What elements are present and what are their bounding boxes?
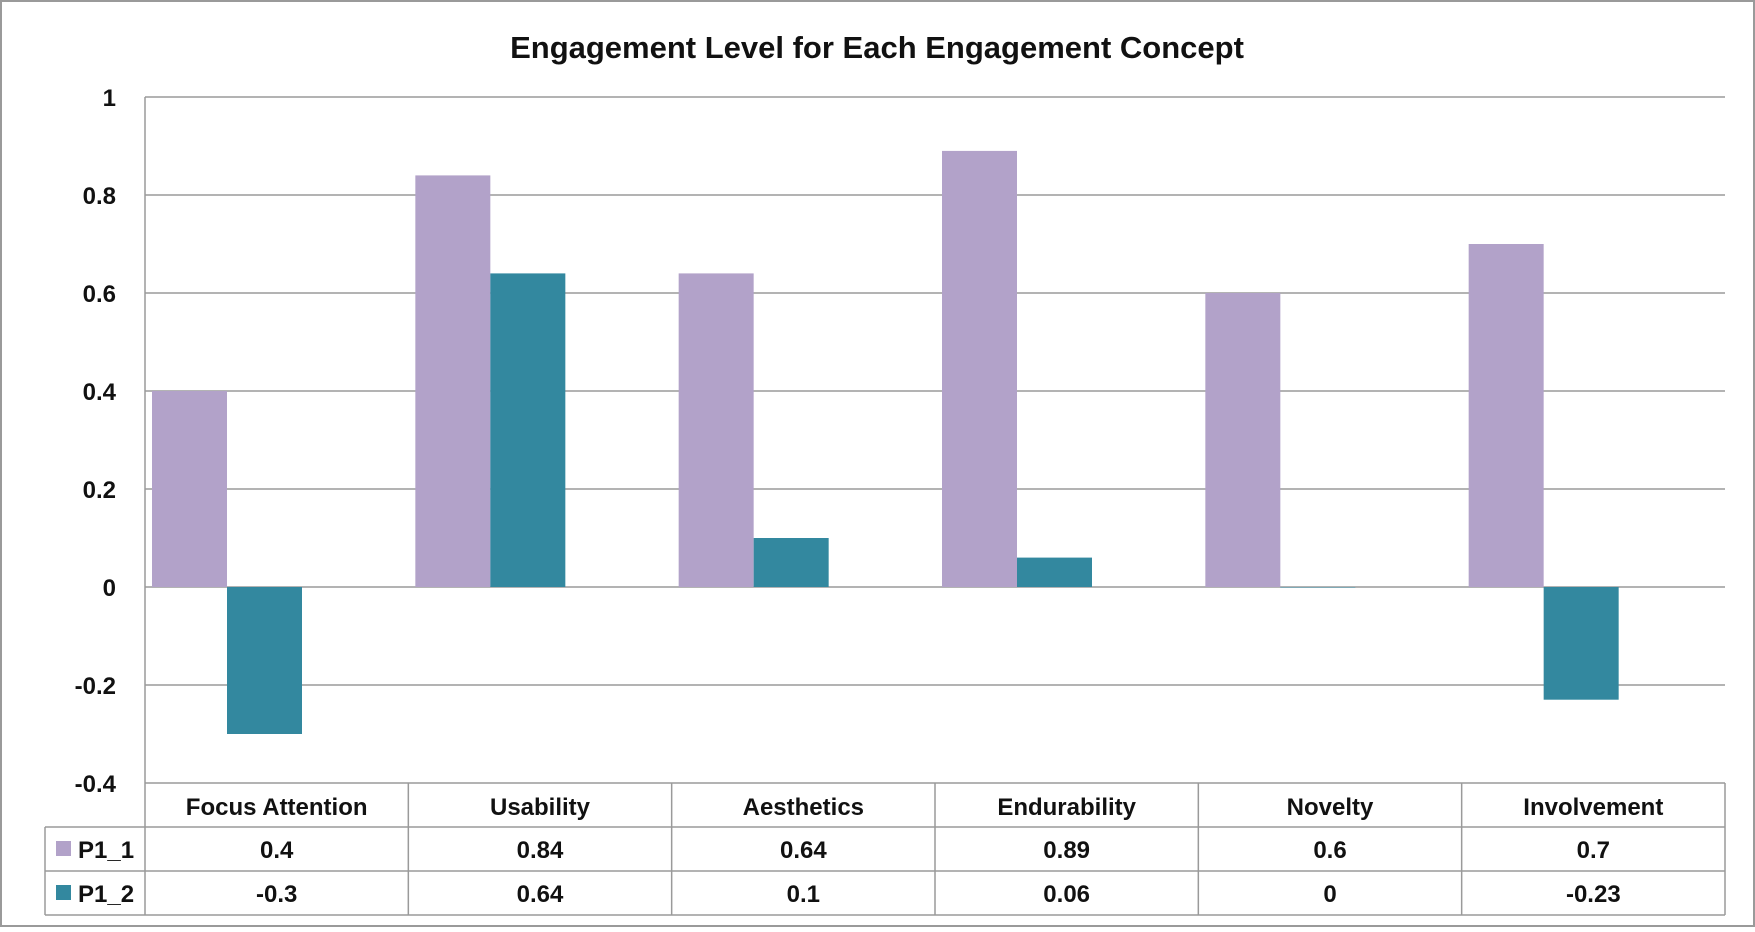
table-value: 0.64 [517,881,564,908]
x-category-label: Focus Attention [186,794,368,821]
y-tick-label: 0.6 [83,281,116,308]
table-value: -0.3 [256,881,297,908]
x-category-label: Involvement [1523,794,1663,821]
y-tick-label: 0.2 [83,477,116,504]
y-tick-label: -0.2 [75,673,116,700]
bar-p1_2-1 [490,273,566,587]
x-category-label: Aesthetics [743,794,864,821]
y-axis-tick-labels: 1 0.8 0.6 0.4 0.2 0 -0.2 -0.4 [75,85,117,798]
y-tick-label: 0.4 [83,379,117,406]
bars [152,150,1619,734]
table-value: -0.23 [1566,881,1621,908]
y-tick-label: 0.8 [83,183,116,210]
table-value: 0 [1323,881,1336,908]
table-value: 0.06 [1043,881,1090,908]
legend-label: P1_1 [78,837,134,864]
bar-p1_2-2 [753,538,829,587]
table-value: 0.6 [1313,837,1346,864]
y-tick-label: 0 [103,575,116,602]
table-value: 0.89 [1043,837,1090,864]
bar-p1_1-0 [152,391,227,587]
bar-p1_2-5 [1543,587,1619,700]
table-value: 0.1 [787,881,820,908]
gridlines [144,96,1725,784]
bar-p1_2-4 [1280,587,1356,588]
bar-p1_1-2 [678,273,754,587]
bar-p1_1-3 [942,150,1017,587]
bar-p1_1-4 [1205,293,1281,587]
y-tick-label: 1 [103,85,116,112]
bar-p1_2-3 [1017,557,1092,587]
table-value: 0.4 [260,837,294,864]
legend-label: P1_2 [78,881,134,908]
chart-title: Engagement Level for Each Engagement Con… [510,30,1244,65]
table-value: 0.7 [1577,837,1610,864]
table-value: 0.84 [517,837,564,864]
legend-key-p1_2 [56,885,71,900]
bar-p1_1-5 [1468,244,1544,587]
bar-p1_1-1 [415,175,491,587]
table-value: 0.64 [780,837,827,864]
data-table: Focus Attention Usability Aesthetics Endura… [44,783,1726,916]
x-category-label: Endurability [997,794,1136,821]
x-category-label: Usability [490,794,591,821]
bar-p1_2-0 [227,587,302,734]
x-category-label: Novelty [1287,794,1374,821]
y-tick-label: -0.4 [75,771,117,798]
legend-key-p1_1 [56,841,71,856]
